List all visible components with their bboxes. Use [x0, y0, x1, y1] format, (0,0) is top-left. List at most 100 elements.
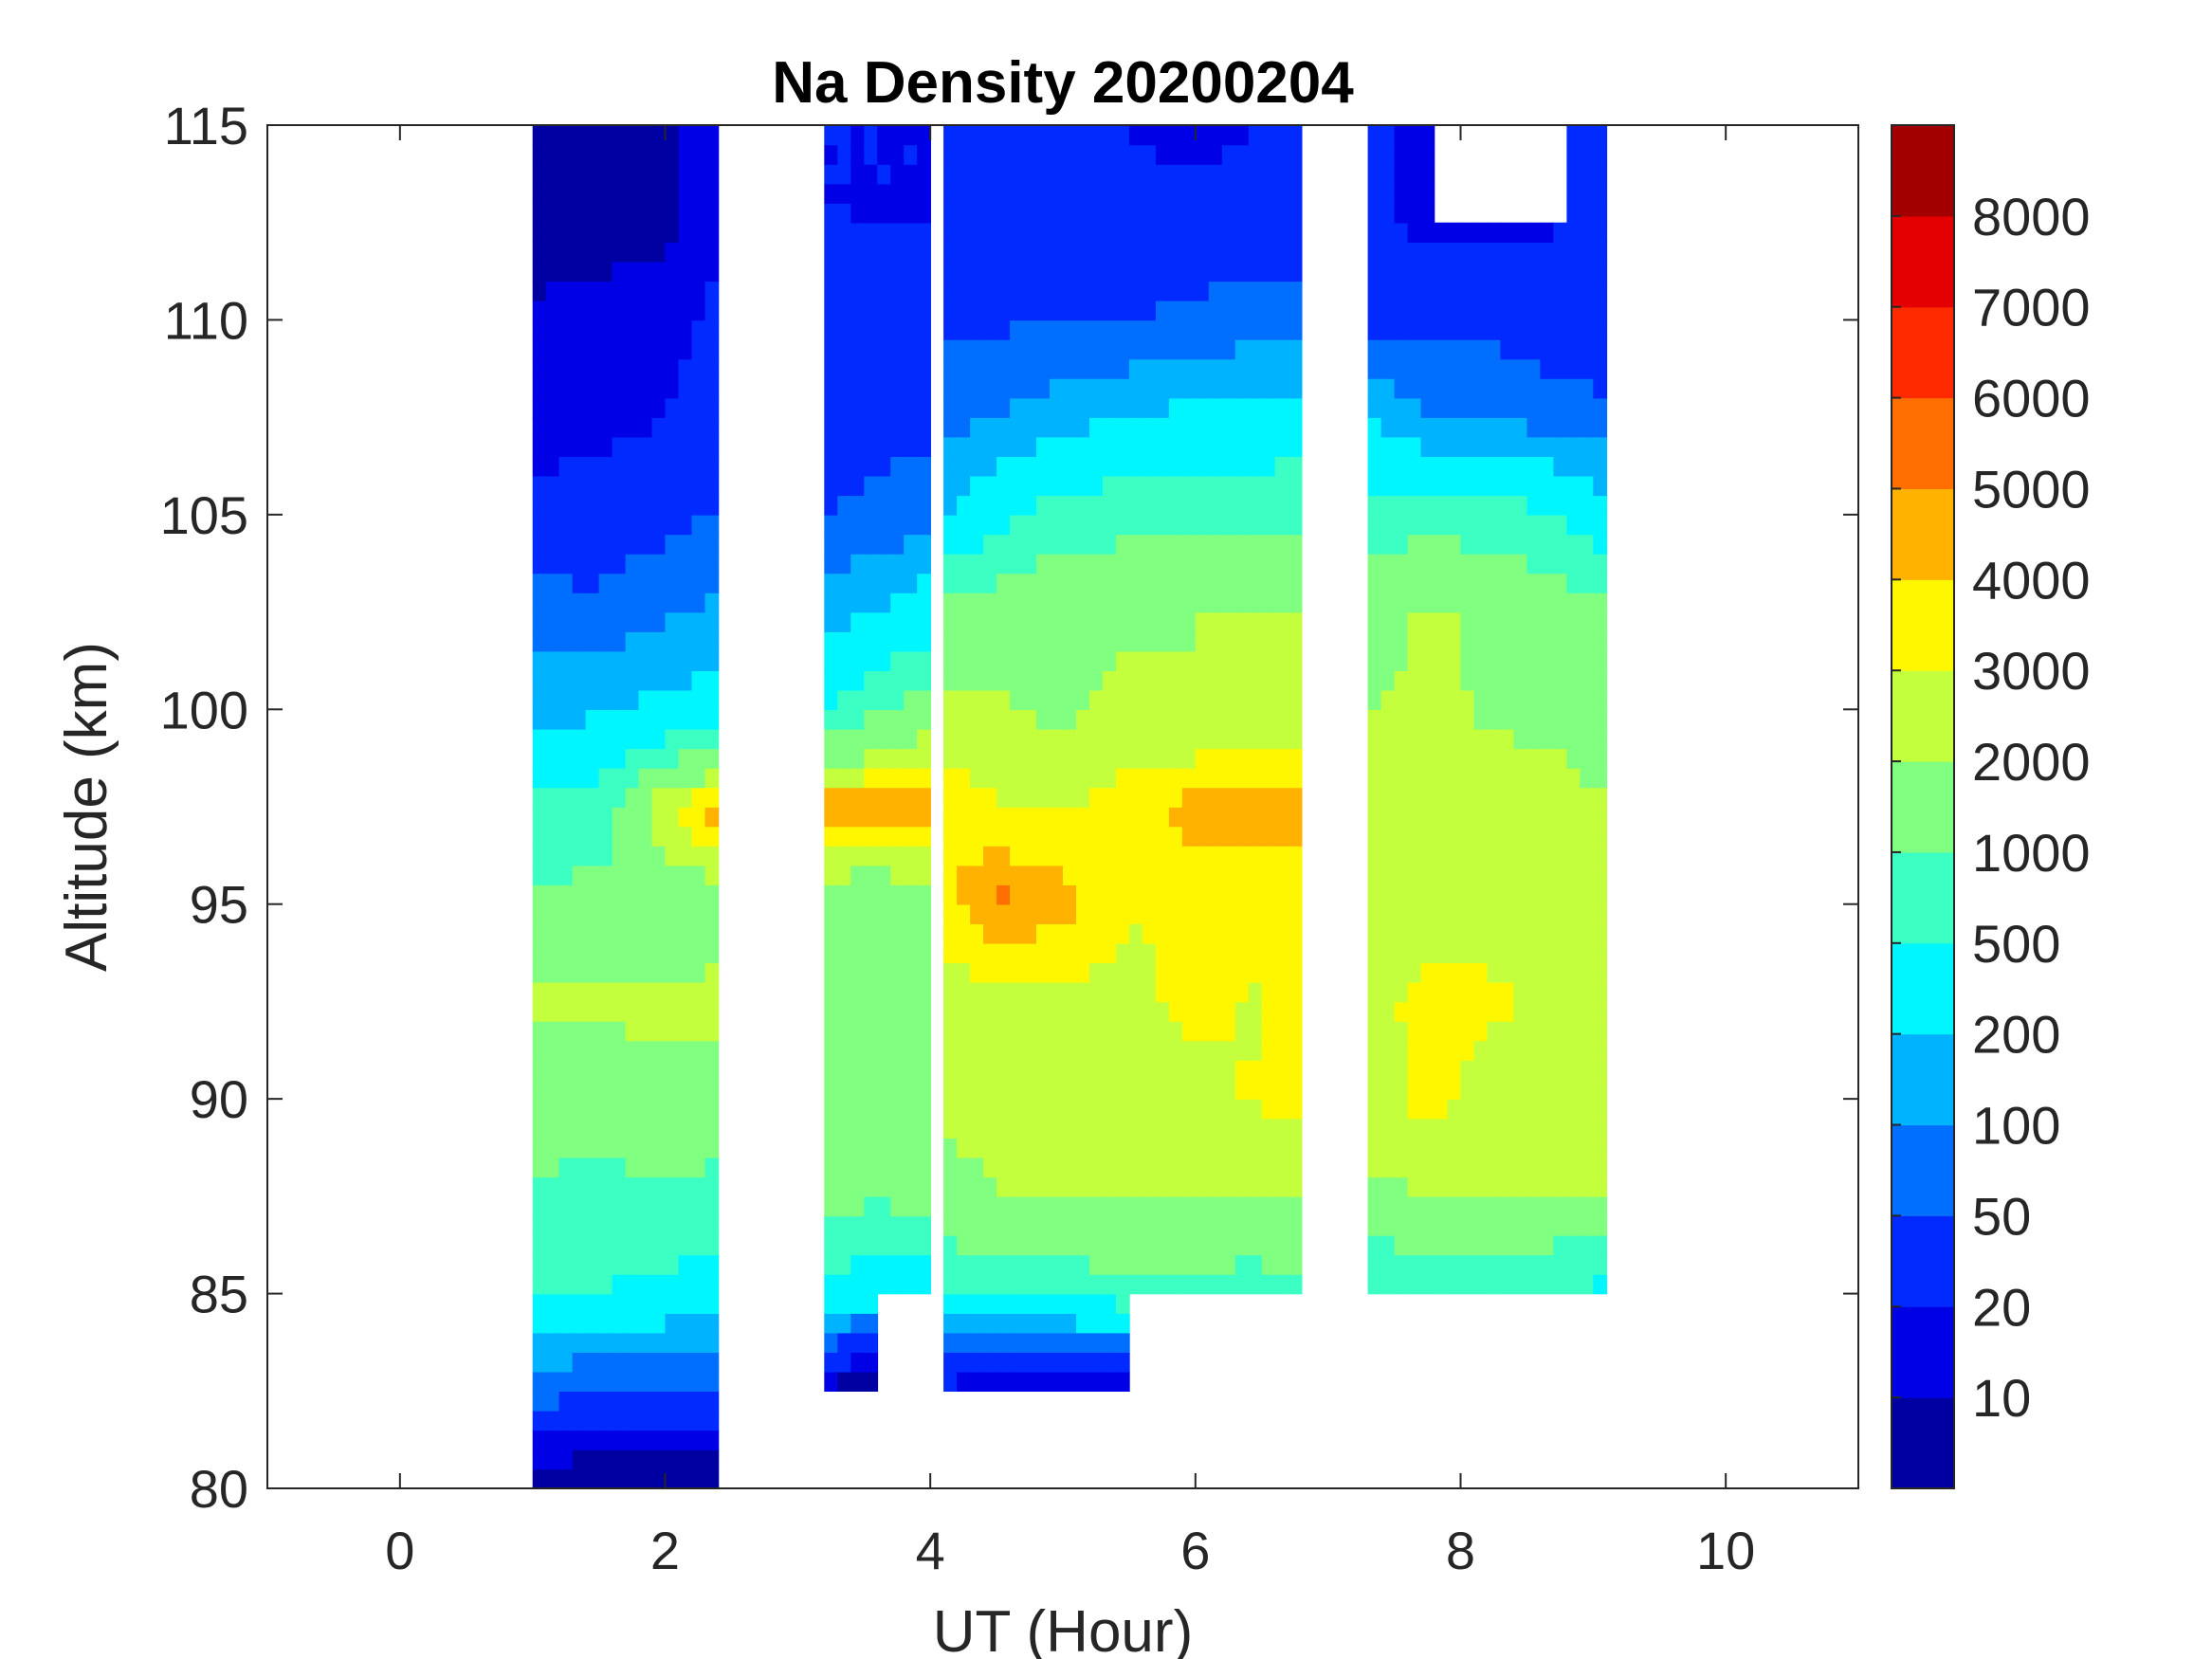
- contour-cell: [890, 787, 905, 808]
- contour-cell: [1221, 1138, 1236, 1158]
- contour-cell: [1128, 281, 1143, 301]
- contour-cell: [1553, 650, 1568, 671]
- contour-cell: [572, 631, 587, 652]
- contour-cell: [996, 650, 1011, 671]
- contour-cell: [1540, 650, 1555, 671]
- contour-cell: [598, 807, 613, 828]
- contour-cell: [1195, 378, 1210, 399]
- contour-cell: [824, 553, 839, 574]
- contour-cell: [850, 728, 866, 750]
- contour-cell: [545, 1040, 560, 1061]
- contour-cell: [1076, 1021, 1090, 1042]
- contour-cell: [625, 1274, 640, 1295]
- contour-cell: [612, 281, 627, 301]
- contour-cell: [1248, 767, 1263, 789]
- contour-cell: [691, 242, 706, 263]
- contour-cell: [996, 144, 1011, 165]
- contour-cell: [638, 1313, 653, 1334]
- contour-cell: [545, 456, 560, 477]
- contour-cell: [1142, 261, 1157, 283]
- contour-cell: [665, 475, 680, 497]
- contour-cell: [545, 1234, 560, 1256]
- contour-cell: [558, 923, 574, 944]
- contour-cell: [1380, 728, 1396, 750]
- contour-cell: [1367, 865, 1382, 885]
- contour-cell: [1248, 164, 1263, 185]
- contour-cell: [1208, 689, 1223, 710]
- contour-cell: [1261, 222, 1276, 243]
- contour-cell: [1580, 884, 1595, 905]
- contour-cell: [585, 748, 600, 769]
- contour-cell: [970, 1215, 984, 1236]
- contour-cell: [1288, 261, 1303, 283]
- contour-cell: [665, 534, 680, 555]
- contour-cell: [1221, 339, 1236, 360]
- contour-cell: [1500, 923, 1515, 944]
- contour-cell: [1248, 475, 1263, 497]
- contour-cell: [665, 339, 680, 360]
- contour-cell: [1076, 1099, 1090, 1120]
- contour-cell: [612, 1234, 627, 1256]
- contour-cell: [1063, 650, 1077, 671]
- contour-cell: [1102, 553, 1117, 574]
- contour-cell: [917, 1060, 931, 1081]
- contour-cell: [837, 261, 852, 283]
- contour-cell: [1115, 534, 1130, 555]
- contour-cell: [704, 650, 720, 671]
- contour-cell: [1168, 846, 1183, 866]
- contour-cell: [612, 884, 627, 905]
- contour-cell: [691, 631, 706, 652]
- contour-cell: [1155, 242, 1170, 263]
- contour-cell: [545, 261, 560, 283]
- contour-cell: [824, 1254, 839, 1275]
- contour-cell: [1473, 942, 1489, 964]
- contour-cell: [704, 222, 720, 243]
- contour-cell: [612, 1410, 627, 1431]
- contour-cell: [1473, 436, 1489, 457]
- contour-cell: [1089, 1099, 1104, 1120]
- contour-cell: [1380, 767, 1396, 789]
- contour-cell: [970, 865, 984, 885]
- contour-cell: [1261, 242, 1276, 263]
- contour-cell: [1288, 1060, 1303, 1081]
- contour-cell: [651, 475, 667, 497]
- contour-cell: [691, 807, 706, 828]
- contour-cell: [1023, 125, 1037, 146]
- contour-cell: [1434, 514, 1449, 536]
- contour-cell: [1500, 884, 1515, 905]
- contour-cell: [1460, 865, 1475, 885]
- contour-cell: [1115, 1371, 1130, 1392]
- contour-cell: [1155, 689, 1170, 710]
- contour-cell: [1447, 319, 1462, 340]
- contour-cell: [1420, 183, 1435, 204]
- contour-cell: [1553, 319, 1568, 340]
- contour-cell: [1168, 709, 1183, 730]
- contour-cell: [824, 1138, 839, 1158]
- contour-cell: [890, 534, 905, 555]
- contour-cell: [665, 981, 680, 1003]
- contour-cell: [890, 456, 905, 477]
- contour-cell: [824, 962, 839, 983]
- contour-cell: [625, 1410, 640, 1431]
- contour-cell: [558, 826, 574, 847]
- contour-cell: [1181, 709, 1197, 730]
- contour-cell: [824, 1195, 839, 1217]
- contour-cell: [585, 242, 600, 263]
- contour-cell: [1168, 1060, 1183, 1081]
- contour-cell: [678, 144, 693, 165]
- contour-cell: [545, 592, 560, 613]
- contour-cell: [638, 689, 653, 710]
- contour-cell: [1420, 319, 1435, 340]
- contour-cell: [1155, 495, 1170, 516]
- contour-cell: [1473, 1138, 1489, 1158]
- contour-cell: [678, 183, 693, 204]
- contour-cell: [1248, 1079, 1263, 1100]
- contour-cell: [1434, 456, 1449, 477]
- contour-cell: [943, 573, 958, 593]
- contour-cell: [1115, 787, 1130, 808]
- contour-cell: [1274, 1138, 1289, 1158]
- contour-cell: [1208, 1040, 1223, 1061]
- contour-cell: [572, 923, 587, 944]
- contour-cell: [1553, 942, 1568, 964]
- contour-cell: [1010, 1293, 1024, 1314]
